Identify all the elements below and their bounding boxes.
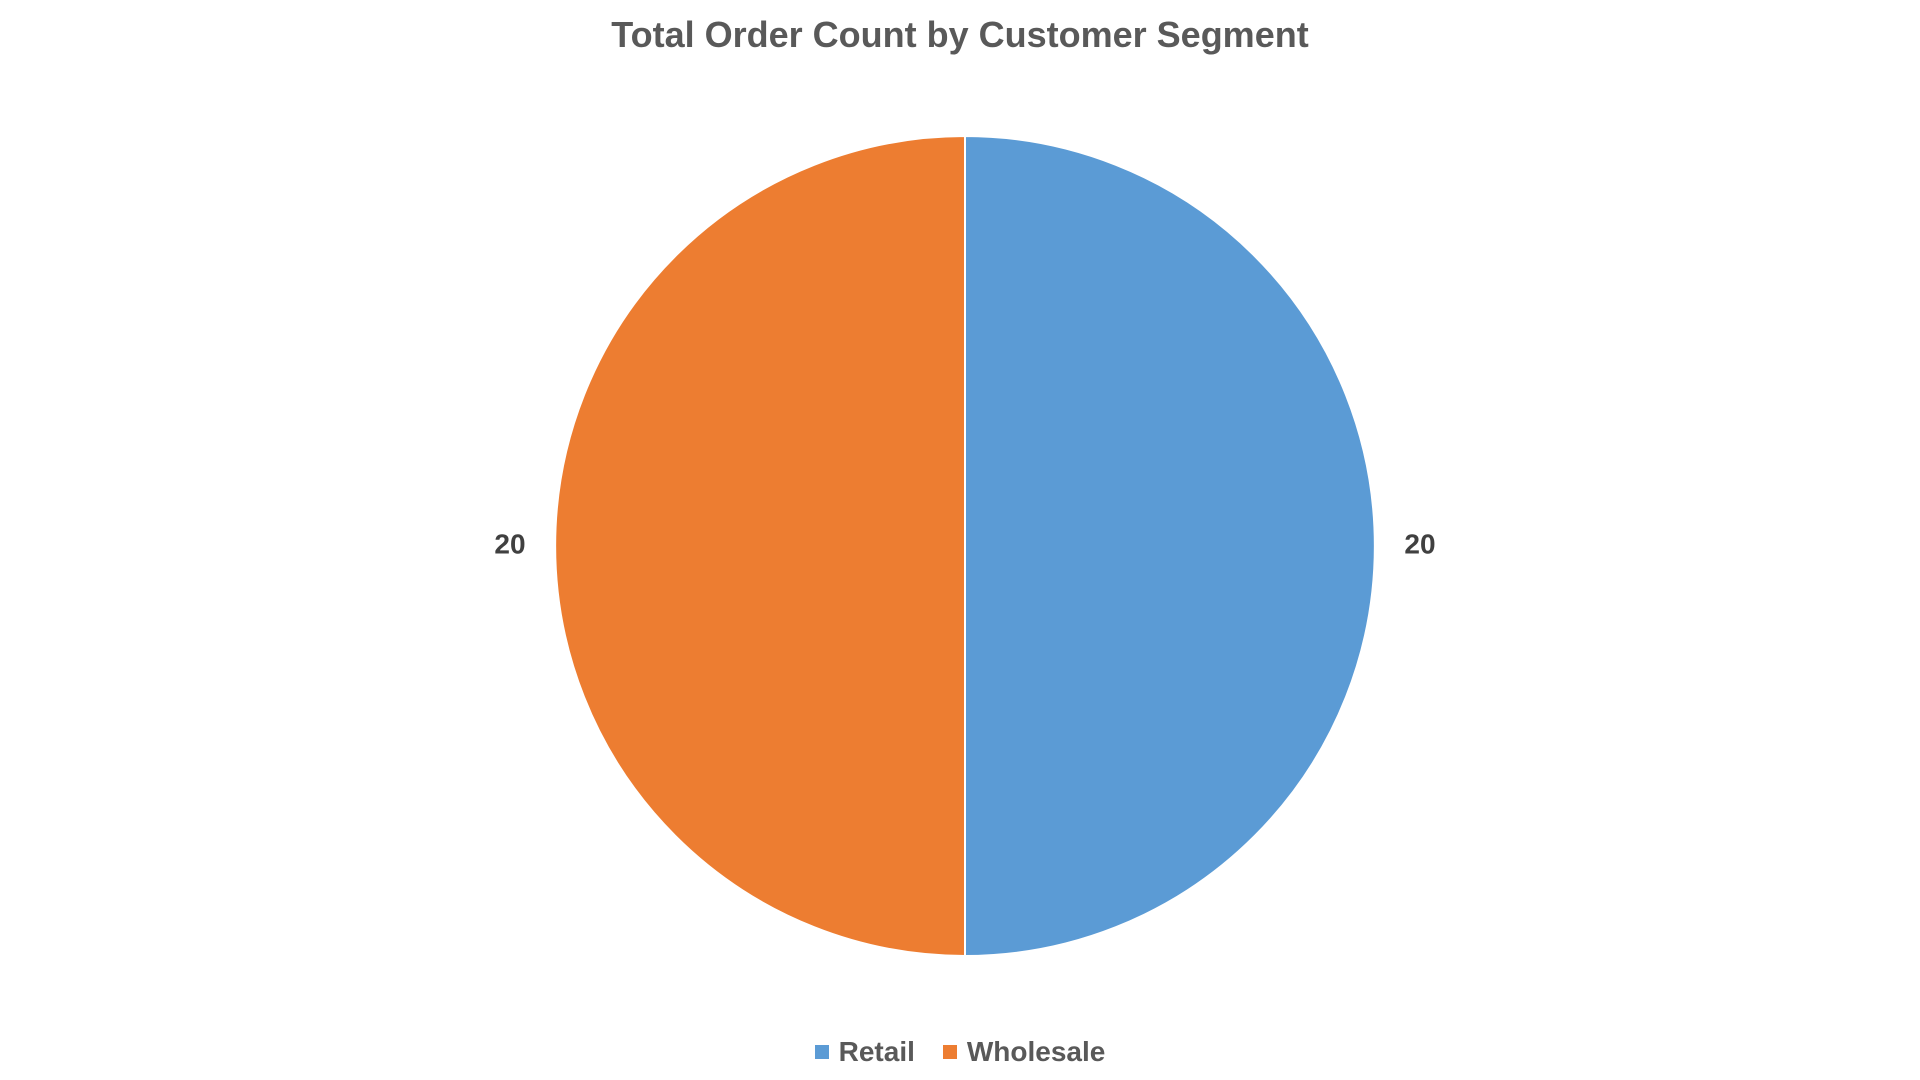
chart-title: Total Order Count by Customer Segment [611,14,1309,55]
legend-label-retail: Retail [838,1036,915,1067]
data-label-wholesale: 20 [494,528,525,559]
legend-label-wholesale: Wholesale [966,1036,1106,1067]
legend-item-wholesale: Wholesale [942,1036,1106,1068]
pie-slice-retail [964,134,1376,958]
pie-slice-wholesale [554,134,966,958]
legend: Retail Wholesale [0,1036,1920,1068]
legend-swatch-retail [814,1045,829,1059]
data-label-retail: 20 [1404,528,1435,559]
legend-item-retail: Retail [814,1036,915,1068]
legend-swatch-wholesale [942,1045,957,1059]
